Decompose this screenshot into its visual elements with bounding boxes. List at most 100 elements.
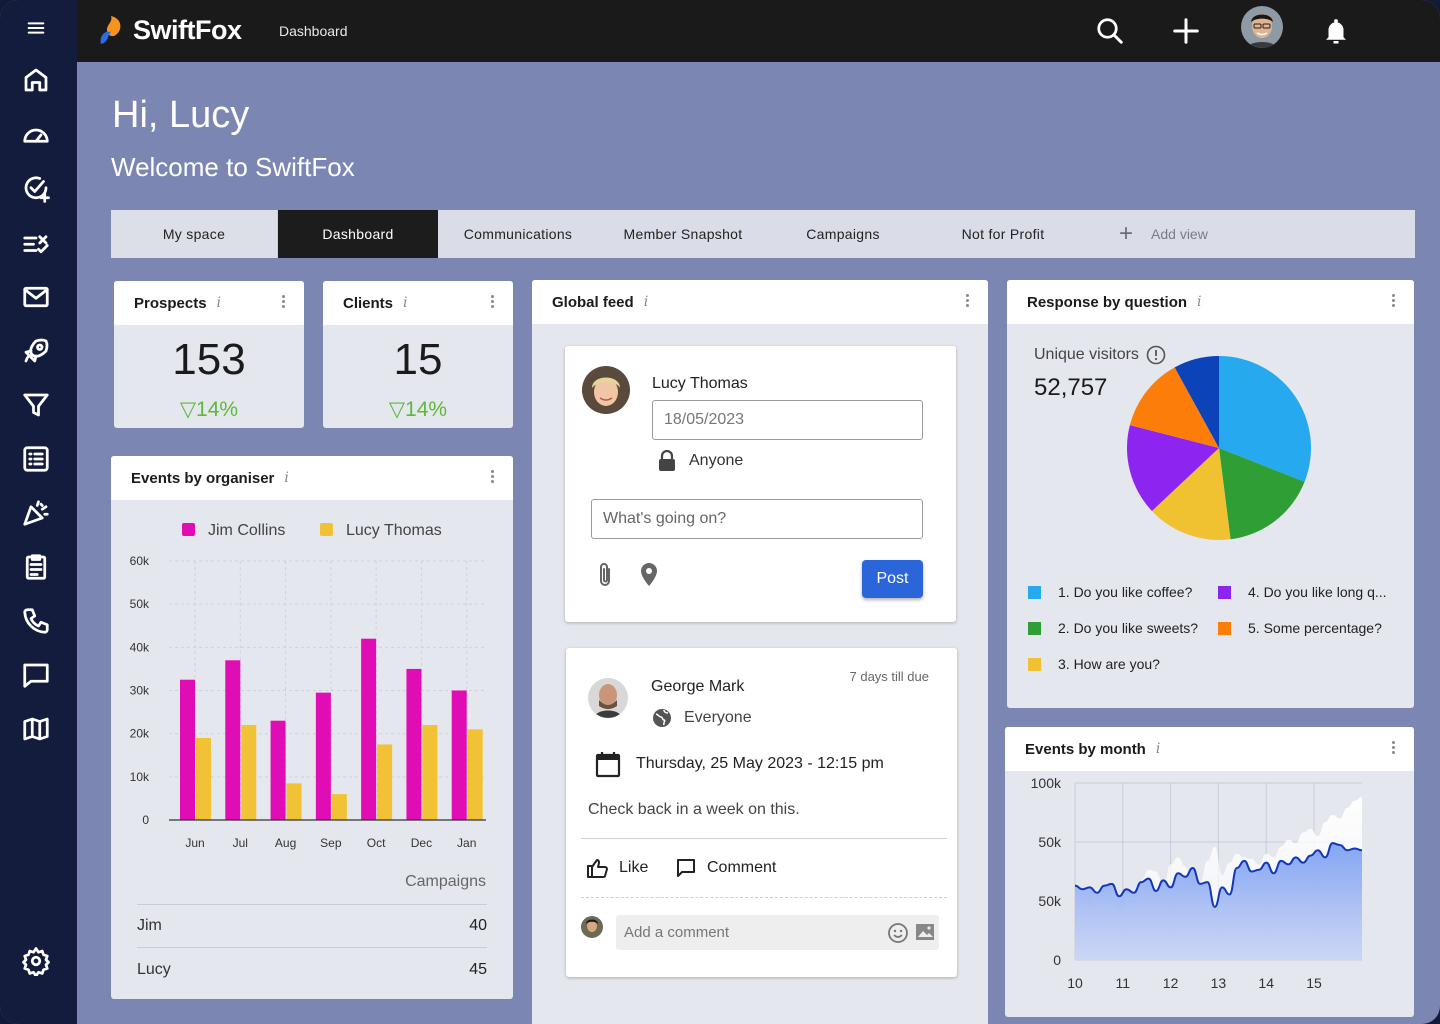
bar: [286, 783, 302, 820]
mail-icon[interactable]: [18, 279, 54, 315]
attach-button[interactable]: [595, 561, 615, 594]
info-icon[interactable]: i: [1197, 294, 1202, 310]
clipboard-icon[interactable]: [18, 549, 54, 585]
response-by-question-card: Response by question i Unique visitors 5…: [1007, 280, 1414, 708]
user-avatar-icon: [588, 678, 628, 718]
comment-input[interactable]: Add a comment: [616, 915, 939, 950]
map-icon[interactable]: [18, 711, 54, 747]
phone-icon[interactable]: [18, 603, 54, 639]
search-button[interactable]: [1091, 12, 1129, 50]
image-icon[interactable]: [915, 923, 935, 941]
user-avatar-icon: [1241, 6, 1283, 48]
user-avatar-icon: [581, 916, 603, 938]
location-pin-icon: [641, 563, 657, 586]
task-add-icon[interactable]: [18, 171, 54, 207]
prospects-card: Prospects i 153 ▽14%: [114, 281, 304, 428]
more-options-icon[interactable]: [282, 295, 286, 311]
avatar: [588, 678, 628, 718]
events-by-month-card: Events by month i 100k 50k 50k 0 10 11 12 13 14 1…: [1005, 727, 1414, 1017]
tab-campaigns[interactable]: Campaigns: [806, 226, 880, 242]
info-icon[interactable]: i: [1155, 741, 1161, 757]
divider: [581, 838, 947, 839]
chat-icon[interactable]: [18, 657, 54, 693]
y-tick-label: 50k: [130, 597, 150, 611]
legend-item: 1. Do you like coffee?: [1028, 584, 1192, 600]
y-tick-label: 30k: [130, 684, 150, 698]
event-datetime: Thursday, 25 May 2023 - 12:15 pm: [595, 750, 884, 778]
add-button[interactable]: [1167, 12, 1205, 50]
more-options-icon[interactable]: [491, 295, 495, 311]
filter-icon[interactable]: [18, 387, 54, 423]
unique-visitors: Unique visitors: [1034, 345, 1166, 365]
info-icon[interactable]: i: [216, 295, 222, 311]
legend-label: 5. Some percentage?: [1248, 620, 1382, 636]
user-avatar[interactable]: [1241, 6, 1283, 48]
date-field[interactable]: 18/05/2023: [652, 400, 923, 440]
legend-item: 5. Some percentage?: [1218, 620, 1382, 636]
x-tick-label: 12: [1163, 975, 1179, 991]
rocket-icon[interactable]: [18, 333, 54, 369]
welcome-subtitle: Welcome to SwiftFox: [111, 152, 355, 182]
x-tick-label: Sep: [320, 836, 342, 850]
add-view-button[interactable]: + Add view: [1119, 210, 1208, 258]
x-tick-label: 13: [1211, 975, 1227, 991]
card-title: Clients: [343, 294, 394, 312]
bar: [377, 744, 393, 820]
post-composer: Lucy Thomas 18/05/2023 Anyone What's goi…: [565, 346, 956, 622]
info-icon[interactable]: i: [403, 295, 408, 311]
visitors-value: 52,757: [1034, 374, 1108, 401]
info-icon[interactable]: i: [643, 294, 649, 310]
tab-not-for-profit[interactable]: Not for Profit: [961, 226, 1045, 242]
comment-placeholder: Add a comment: [624, 924, 730, 941]
bar: [451, 690, 467, 820]
info-icon[interactable]: i: [284, 470, 289, 486]
bar: [467, 729, 483, 820]
x-tick-label: 11: [1116, 975, 1131, 991]
avatar: [582, 366, 630, 414]
dashboard-gauge-icon[interactable]: [18, 117, 54, 153]
y-tick-label: 50k: [1038, 834, 1062, 850]
comment-button[interactable]: Comment: [676, 858, 776, 878]
emoji-icon[interactable]: [887, 922, 909, 944]
post-audience-label: Everyone: [684, 709, 752, 726]
menu-icon[interactable]: [18, 10, 54, 46]
y-tick-label: 50k: [1038, 893, 1062, 909]
more-options-icon[interactable]: [491, 470, 495, 486]
audience-selector[interactable]: Anyone: [657, 450, 743, 472]
tab-my-space[interactable]: My space: [111, 210, 278, 258]
tab-member-snapshot[interactable]: Member Snapshot: [623, 226, 743, 242]
like-button[interactable]: Like: [586, 858, 648, 878]
plus-icon: [1173, 18, 1199, 44]
y-tick-label: 40k: [130, 640, 150, 654]
card-header: Response by question i: [1007, 280, 1414, 324]
prospects-change: ▽14%: [179, 398, 239, 421]
more-options-icon[interactable]: [1392, 294, 1396, 310]
clients-value: 15: [393, 335, 443, 384]
logo[interactable]: SwiftFox: [97, 14, 242, 46]
legend-label: Jim Collins: [208, 522, 285, 539]
list-icon[interactable]: [18, 441, 54, 477]
tab-communications[interactable]: Communications: [463, 226, 573, 242]
notifications-button[interactable]: [1317, 12, 1355, 50]
post-input[interactable]: What's going on?: [591, 499, 923, 539]
home-icon[interactable]: [18, 62, 54, 98]
more-options-icon[interactable]: [1392, 741, 1396, 757]
comment-icon: [677, 859, 695, 877]
x-tick-label: Jun: [185, 836, 204, 850]
card-header: Global feed i: [532, 280, 988, 324]
bar: [241, 725, 257, 820]
settings-icon[interactable]: [18, 943, 54, 979]
alert-info-icon[interactable]: [1146, 345, 1166, 365]
legend-item: 3. How are you?: [1028, 656, 1160, 672]
location-button[interactable]: [638, 562, 660, 593]
more-options-icon[interactable]: [966, 294, 970, 310]
table-row: Jim 40: [137, 904, 487, 948]
card-title: Events by organiser: [131, 469, 275, 487]
plus-icon: +: [1119, 220, 1134, 247]
checklist-icon[interactable]: [18, 225, 54, 261]
post-button[interactable]: Post: [862, 560, 923, 598]
tab-dashboard[interactable]: Dashboard: [278, 210, 438, 258]
pie-chart: [1127, 356, 1311, 540]
legend-swatch: [1028, 621, 1041, 635]
celebration-icon[interactable]: [18, 495, 54, 531]
